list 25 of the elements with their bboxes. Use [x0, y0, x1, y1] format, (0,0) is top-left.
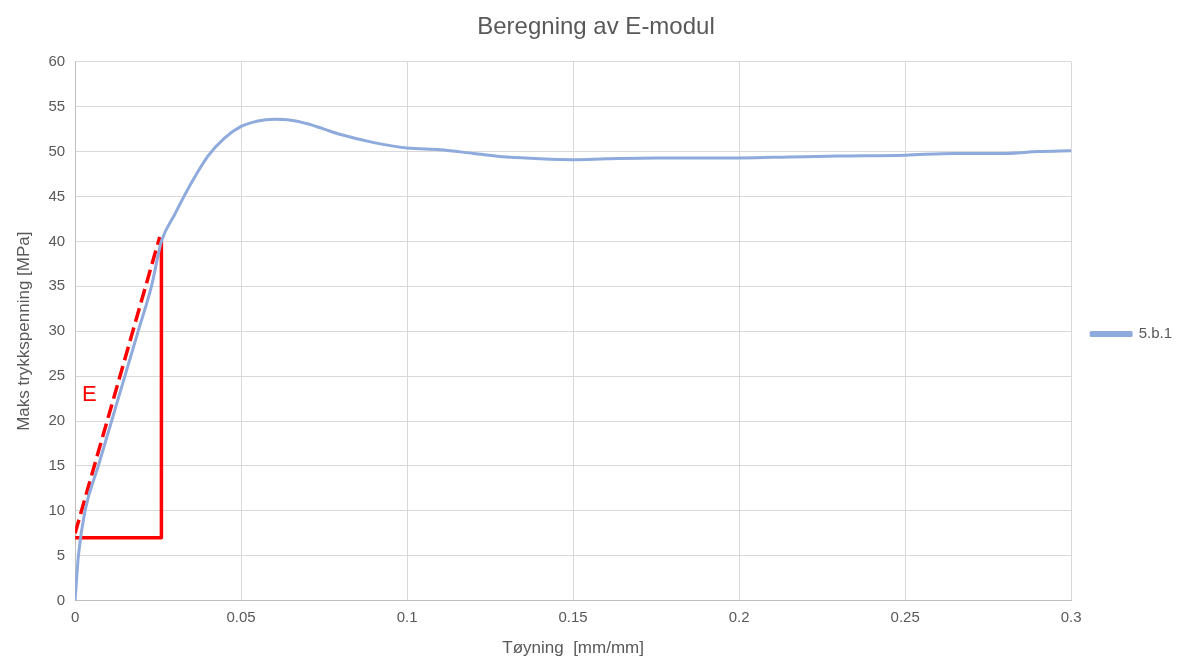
y-tick-label: 0	[56, 590, 66, 608]
x-tick-label: 0	[70, 607, 80, 625]
x-tick-label: 0.1	[396, 607, 418, 625]
y-axis-title: Maks trykkspenning [MPa]	[13, 231, 33, 431]
x-tick-label: 0.3	[1060, 607, 1082, 625]
y-tick-label: 25	[48, 366, 66, 384]
x-tick-label: 0.15	[558, 607, 588, 625]
y-tick-label: 55	[48, 96, 66, 114]
y-tick-label: 5	[56, 545, 66, 563]
x-tick-label: 0.25	[890, 607, 920, 625]
annotation: E	[82, 381, 97, 407]
chart-title: Beregning av E-modul	[477, 12, 715, 40]
legend-label: 5.b.1	[1138, 324, 1173, 342]
y-tick-label: 45	[48, 186, 66, 204]
x-axis-title: Tøyning [mm/mm]	[502, 638, 644, 658]
y-tick-label: 30	[48, 321, 66, 339]
y-tick-label: 60	[48, 51, 66, 69]
y-tick-label: 40	[48, 231, 66, 249]
y-tick-label: 50	[48, 141, 66, 159]
x-tick-label: 0.05	[226, 607, 256, 625]
x-tick-label: 0.2	[728, 607, 750, 625]
y-tick-label: 35	[48, 276, 66, 294]
y-tick-label: 15	[48, 456, 66, 474]
y-tick-label: 10	[48, 500, 66, 518]
y-tick-label: 20	[48, 411, 66, 429]
